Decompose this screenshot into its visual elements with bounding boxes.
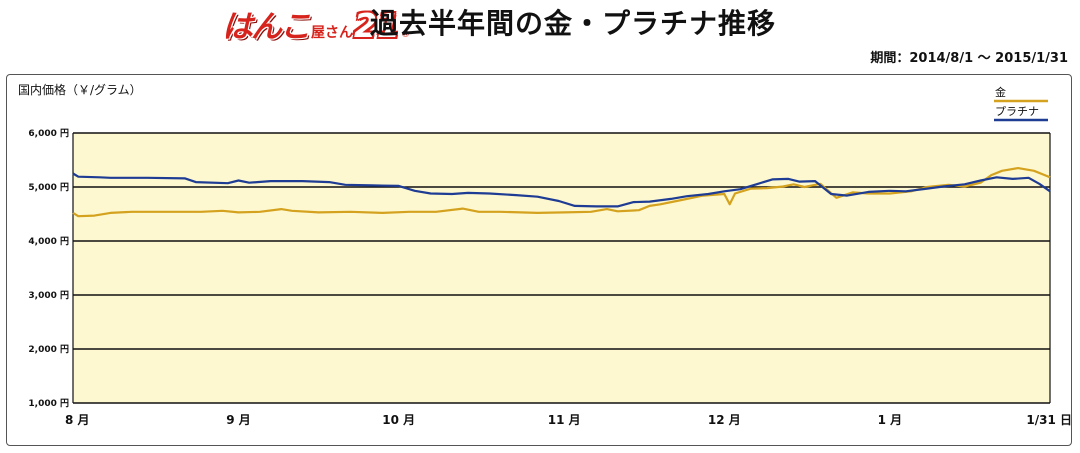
- logo-text: はんこ: [222, 9, 311, 45]
- series-line-gold: [72, 167, 1051, 218]
- y-tick-label: 3,000 円: [28, 290, 69, 301]
- y-axis-label: 国内価格（￥/グラム）: [18, 82, 142, 97]
- logo-number: 21: [354, 6, 400, 45]
- x-tick-label: 10 月: [382, 413, 415, 427]
- period-label: 期間：2014/8/1 〜 2015/1/31: [870, 51, 1068, 66]
- y-tick-label: 2,000 円: [28, 344, 69, 355]
- x-tick-label: 12 月: [708, 413, 741, 427]
- legend-label-gold: 金: [995, 85, 1006, 99]
- x-tick-label: 8 月: [65, 413, 90, 427]
- series-line-platinum: [72, 172, 1051, 208]
- legend-label-platinum: プラチナ: [995, 105, 1039, 118]
- x-tick-label: 1 月: [878, 413, 903, 427]
- x-tick-label: 9 月: [226, 413, 251, 427]
- x-tick-label: 11 月: [548, 413, 581, 427]
- x-tick-label: 1/31 日: [1026, 413, 1072, 427]
- plot-area: [73, 133, 1050, 403]
- page-title: 過去半年間の金・プラチナ推移: [370, 7, 777, 40]
- y-tick-label: 6,000 円: [28, 128, 69, 139]
- brand-logo[interactable]: はんこ 屋さん 21 ®: [222, 6, 410, 45]
- logo-subtext: 屋さん: [311, 25, 353, 41]
- y-tick-label: 4,000 円: [28, 236, 69, 247]
- registered-mark: ®: [400, 30, 410, 40]
- y-tick-label: 5,000 円: [28, 182, 69, 193]
- y-tick-label: 1,000 円: [28, 398, 69, 409]
